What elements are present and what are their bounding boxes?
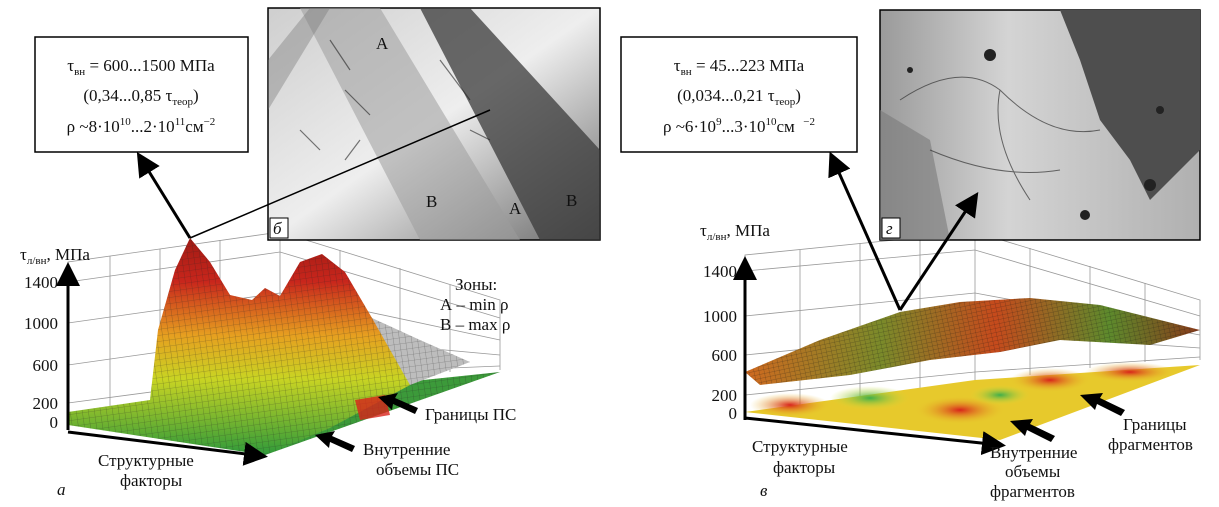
callout-line: τвн = 600...1500 МПа xyxy=(67,56,215,78)
tick-label: 1400 xyxy=(24,273,58,292)
zones-title: Зоны: xyxy=(455,275,497,294)
page: Figure {"panel_a": { "callout": {"l1": {… xyxy=(0,0,1219,507)
label-factors: Структурные xyxy=(98,451,194,470)
zone-label: В xyxy=(566,191,577,210)
label-inner: Внутренние xyxy=(990,443,1077,462)
label-inner: объемы xyxy=(1005,462,1061,481)
tick-label: 0 xyxy=(729,404,738,423)
label-inner: фрагментов xyxy=(990,482,1075,501)
label-factors: факторы xyxy=(120,471,183,490)
micrograph-letter: г xyxy=(886,219,893,238)
label-inner: Внутренние xyxy=(363,440,450,459)
figure: А В В А б τвн = 600...1500 МПа (0,34...0… xyxy=(0,0,1219,507)
zones-item: В – max ρ xyxy=(440,315,510,334)
tick-label: 1000 xyxy=(24,314,58,333)
zone-label: В xyxy=(426,192,437,211)
tick-label: 1400 xyxy=(703,262,737,281)
zone-label: А xyxy=(509,199,522,218)
micrograph-letter: б xyxy=(273,219,282,238)
body: А В В А б τвн = 600...1500 МПа (0,34...0… xyxy=(0,0,1219,507)
tick-label: 600 xyxy=(33,356,59,375)
tick-label: 200 xyxy=(712,386,738,405)
tick-label: 200 xyxy=(33,394,59,413)
zone-label: А xyxy=(376,34,389,53)
panel-b: г τвн = 45...223 МПа (0,034...0,21 τтеор… xyxy=(621,10,1200,501)
micrograph-g xyxy=(880,10,1200,240)
callout-line: ρ ~8·1010...2·1011см−2 xyxy=(67,116,216,136)
surface-mesh xyxy=(68,238,410,455)
panel-letter: в xyxy=(760,481,768,500)
panel-letter: а xyxy=(57,480,66,499)
axis-label: τл/вн, МПа xyxy=(20,245,90,267)
label-boundaries: Границы ПС xyxy=(425,405,516,424)
callout-line: τвн = 45...223 МПа xyxy=(674,56,805,78)
label-boundaries: Границы xyxy=(1123,415,1187,434)
label-factors: факторы xyxy=(773,458,836,477)
pointer xyxy=(140,157,190,238)
tick-label: 0 xyxy=(50,413,59,432)
label-inner: объемы ПС xyxy=(376,460,459,479)
tick-label: 600 xyxy=(712,346,738,365)
label-boundaries: фрагментов xyxy=(1108,435,1193,454)
zones-item: А – min ρ xyxy=(440,295,508,314)
tick-label: 1000 xyxy=(703,307,737,326)
callout-line: ρ ~6·109...3·1010см −2 xyxy=(663,116,815,136)
axis-label: τл/вн, МПа xyxy=(700,221,770,243)
label-factors: Структурные xyxy=(752,437,848,456)
panel-a: А В В А б τвн = 600...1500 МПа (0,34...0… xyxy=(20,8,600,499)
